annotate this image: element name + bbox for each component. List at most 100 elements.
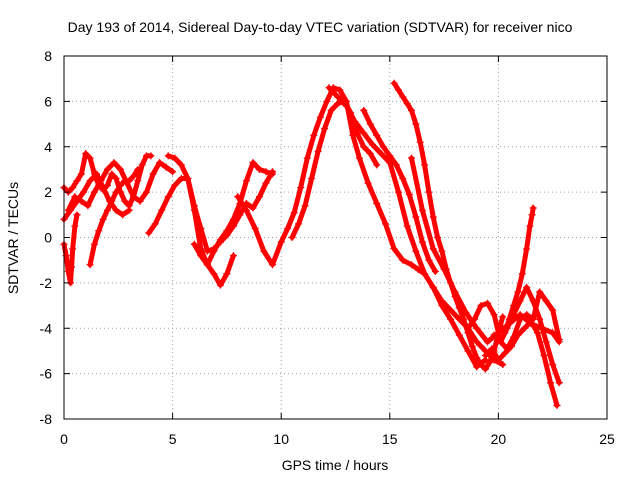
- data-point: [323, 97, 331, 105]
- y-tick-label: 4: [44, 139, 52, 155]
- data-point: [82, 150, 90, 158]
- data-point: [366, 120, 374, 128]
- data-point: [484, 299, 492, 307]
- data-point: [373, 131, 381, 139]
- data-point: [501, 349, 509, 357]
- data-point: [455, 331, 463, 339]
- data-point: [373, 161, 381, 169]
- data-point: [542, 297, 550, 305]
- data-point: [171, 181, 179, 189]
- data-point: [290, 209, 298, 217]
- data-point: [416, 138, 424, 146]
- data-point: [408, 154, 416, 162]
- data-point: [379, 143, 387, 151]
- y-tick-label: -4: [40, 320, 53, 336]
- data-point: [394, 86, 402, 94]
- data-point: [484, 338, 492, 346]
- data-point: [177, 175, 185, 183]
- data-point: [203, 261, 211, 269]
- data-point: [412, 120, 420, 128]
- data-point: [351, 118, 359, 126]
- data-point: [149, 170, 157, 178]
- data-point: [216, 281, 224, 289]
- data-point: [86, 154, 94, 162]
- data-point: [242, 206, 250, 214]
- data-point: [269, 170, 277, 178]
- data-point: [553, 401, 561, 409]
- data-point: [473, 324, 481, 332]
- data-point: [190, 240, 198, 248]
- data-point: [360, 143, 368, 151]
- data-point: [147, 152, 155, 160]
- data-point: [418, 206, 426, 214]
- data-point: [438, 247, 446, 255]
- data-point: [514, 331, 522, 339]
- data-point: [84, 202, 92, 210]
- data-point: [297, 184, 305, 192]
- data-point: [516, 315, 524, 323]
- data-point: [399, 175, 407, 183]
- data-point: [136, 197, 144, 205]
- grid: [64, 56, 607, 419]
- data-point: [462, 308, 470, 316]
- data-point: [468, 342, 476, 350]
- series-arc-8: [190, 240, 237, 289]
- y-tick-label: -8: [40, 411, 53, 427]
- data-point: [386, 152, 394, 160]
- data-point: [314, 147, 322, 155]
- data-point: [125, 206, 133, 214]
- data-point: [429, 245, 437, 253]
- data-point: [494, 356, 502, 364]
- data-point: [327, 106, 335, 114]
- data-point: [151, 220, 159, 228]
- data-point: [499, 313, 507, 321]
- data-point: [295, 220, 303, 228]
- data-point: [134, 177, 142, 185]
- data-point: [501, 329, 509, 337]
- data-point: [177, 161, 185, 169]
- data-point: [421, 161, 429, 169]
- data-point: [112, 206, 120, 214]
- data-point: [203, 247, 211, 255]
- data-point: [110, 159, 118, 167]
- data-point: [473, 363, 481, 371]
- data-point: [288, 234, 296, 241]
- series-arc-4: [64, 159, 177, 214]
- data-point: [77, 170, 85, 178]
- data-point: [260, 247, 268, 255]
- data-point: [412, 213, 420, 221]
- data-point: [490, 331, 498, 339]
- series-arc-16: [481, 317, 561, 409]
- data-point: [523, 311, 531, 319]
- data-point: [93, 170, 101, 178]
- data-point: [434, 234, 442, 241]
- data-point: [71, 222, 79, 230]
- data-point: [390, 79, 398, 87]
- data-point: [71, 193, 79, 201]
- series-trace: [361, 107, 438, 274]
- data-point: [555, 379, 563, 387]
- data-point: [349, 131, 357, 139]
- data-point: [134, 165, 142, 173]
- data-point: [549, 361, 557, 369]
- data-point: [164, 193, 172, 201]
- data-point: [342, 102, 350, 110]
- data-point: [533, 329, 541, 337]
- data-point: [242, 177, 250, 185]
- data-point: [488, 345, 496, 353]
- data-point: [145, 229, 153, 237]
- data-point: [536, 288, 544, 296]
- data-point: [473, 338, 481, 346]
- data-point: [529, 297, 537, 305]
- data-point: [130, 193, 138, 201]
- x-axis-label: GPS time / hours: [282, 457, 389, 473]
- data-point: [381, 220, 389, 228]
- series-trace: [87, 166, 141, 268]
- data-point: [229, 252, 237, 260]
- data-point: [116, 165, 124, 173]
- data-point: [234, 193, 242, 201]
- data-point: [255, 165, 263, 173]
- y-tick-label: 0: [44, 230, 52, 246]
- series-arc-12: [360, 106, 439, 276]
- data-point: [497, 338, 505, 346]
